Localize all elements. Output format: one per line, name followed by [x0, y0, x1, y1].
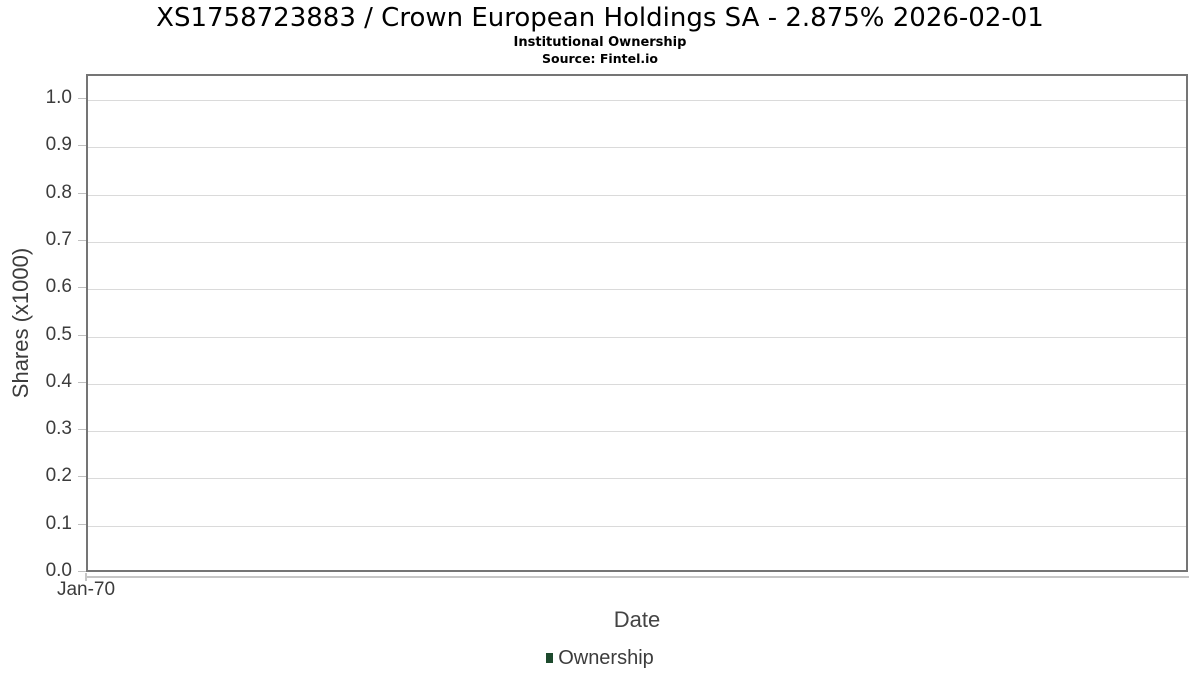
y-axis-tick [78, 334, 86, 336]
y-axis-tick [78, 429, 86, 431]
y-axis-tick [78, 145, 86, 147]
y-axis-tick [78, 571, 86, 572]
y-axis-tick [78, 523, 86, 525]
legend: Ownership [0, 645, 1200, 671]
y-axis-tick [78, 476, 86, 478]
legend-label-ownership: Ownership [558, 646, 654, 669]
x-axis-tick-label: Jan-70 [56, 579, 116, 600]
gridline [88, 431, 1186, 433]
y-axis-tick-label: 0.6 [45, 276, 72, 298]
gridline [88, 336, 1186, 338]
y-axis-tick [78, 239, 86, 241]
y-axis-tick [78, 192, 86, 194]
gridline [88, 478, 1186, 480]
legend-marker-icon [546, 653, 554, 663]
y-axis-tick-label: 0.1 [45, 512, 72, 534]
y-axis-tick-label: 0.0 [45, 560, 72, 581]
x-axis-line [86, 576, 1189, 578]
gridline [88, 525, 1186, 527]
gridline [88, 241, 1186, 243]
y-axis-tick-label: 0.2 [45, 465, 72, 487]
y-axis-tick-label: 0.4 [45, 370, 72, 392]
plot-area [86, 74, 1188, 572]
chart-title: XS1758723883 / Crown European Holdings S… [156, 3, 1044, 33]
chart-source-credit: Source: Fintel.io [542, 51, 658, 66]
y-axis-tick-label: 0.9 [45, 134, 72, 156]
y-axis-tick-label: 0.8 [45, 181, 72, 203]
x-axis-title: Date [613, 607, 661, 632]
gridline [88, 383, 1186, 385]
y-axis-tick-label: 0.7 [45, 228, 72, 250]
y-axis-tick-label: 0.3 [45, 418, 72, 440]
y-axis-tick-label: 1.0 [45, 87, 72, 108]
gridline [88, 100, 1186, 101]
y-axis-tick [78, 287, 86, 289]
y-axis-tick [78, 381, 86, 383]
gridline [88, 147, 1186, 149]
chart-subtitle: Institutional Ownership [513, 35, 687, 50]
gridline [88, 194, 1186, 196]
legend-item-ownership[interactable]: Ownership [546, 647, 654, 670]
y-axis-tick [78, 98, 86, 99]
gridline [88, 289, 1186, 291]
x-axis-tick [85, 573, 87, 581]
y-axis-tick-label: 0.5 [45, 323, 72, 345]
